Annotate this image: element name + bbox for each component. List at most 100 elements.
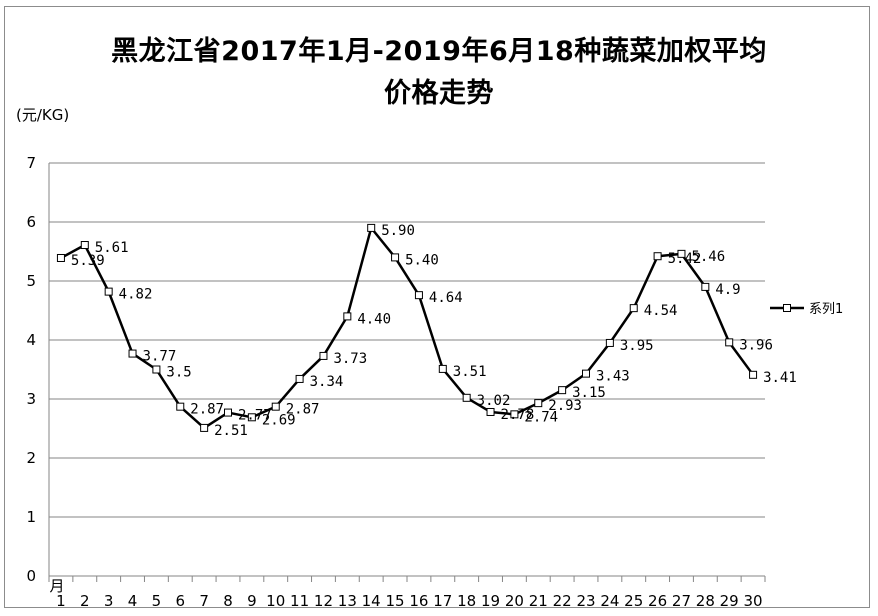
x-tick-label: 17 xyxy=(433,592,452,610)
y-tick-label: 0 xyxy=(26,567,36,585)
x-tick-label: 21 xyxy=(529,592,548,610)
x-tick-label: 19 xyxy=(481,592,500,610)
x-tick-label: 3 xyxy=(104,592,114,610)
x-tick-label: 28 xyxy=(696,592,715,610)
data-label: 3.34 xyxy=(310,374,344,390)
data-point xyxy=(749,370,758,379)
x-tick-label: 10 xyxy=(266,592,285,610)
chart-title-line2: 价格走势 xyxy=(384,78,494,109)
x-tick-label: 14 xyxy=(362,592,381,610)
x-tick-label: 22 xyxy=(553,592,572,610)
data-label: 5.46 xyxy=(691,249,725,265)
data-point xyxy=(486,407,495,416)
y-axis-label: (元/KG) xyxy=(16,106,70,124)
x-tick-label: 15 xyxy=(386,592,405,610)
x-tick-label: 29 xyxy=(720,592,739,610)
data-point xyxy=(176,402,185,411)
x-tick-label: 6 xyxy=(175,592,185,610)
data-label: 3.96 xyxy=(739,337,773,353)
data-point xyxy=(367,223,376,232)
y-tick-label: 2 xyxy=(26,449,36,467)
x-tick-label: 5 xyxy=(152,592,162,610)
data-point xyxy=(56,253,65,262)
legend-marker xyxy=(783,304,791,312)
data-label: 4.54 xyxy=(644,303,678,319)
x-tick-label: 13 xyxy=(338,592,357,610)
data-label: 5.90 xyxy=(381,223,415,239)
data-point xyxy=(653,252,662,261)
data-label: 4.40 xyxy=(357,311,391,327)
data-label: 5.42 xyxy=(668,251,702,267)
data-point xyxy=(605,338,614,347)
data-point xyxy=(247,413,256,422)
data-point xyxy=(582,369,590,378)
y-tick-label: 7 xyxy=(26,154,36,172)
data-label: 4.64 xyxy=(429,290,463,306)
series-line xyxy=(60,226,755,430)
x-tick-label: 1 xyxy=(56,592,66,610)
y-tick-label: 6 xyxy=(26,213,36,231)
x-tick-label: 27 xyxy=(672,592,691,610)
y-tick-label: 3 xyxy=(26,390,36,408)
data-label: 3.95 xyxy=(620,338,654,354)
data-label: 2.51 xyxy=(214,423,248,439)
x-tick-label: 26 xyxy=(648,592,667,610)
x-tick-label: 16 xyxy=(409,592,428,610)
x-tick-label: 11 xyxy=(290,592,309,610)
data-label: 2.87 xyxy=(286,402,320,418)
data-label: 3.02 xyxy=(477,393,511,409)
data-label: 3.41 xyxy=(763,370,797,386)
data-point xyxy=(200,423,209,432)
chart-frame xyxy=(4,6,870,608)
data-label: 2.87 xyxy=(190,402,224,418)
data-point xyxy=(295,374,304,383)
data-label: 2.93 xyxy=(548,398,582,414)
x-tick-label: 30 xyxy=(744,592,763,610)
data-label: 2.77 xyxy=(238,408,272,424)
data-label: 4.82 xyxy=(119,287,153,303)
data-label: 5.61 xyxy=(95,240,129,256)
data-label: 2.78 xyxy=(501,407,535,423)
data-point xyxy=(152,365,161,374)
data-point xyxy=(438,364,447,373)
x-tick-label: 2 xyxy=(80,592,90,610)
data-point xyxy=(462,393,471,402)
data-label: 5.40 xyxy=(405,252,439,268)
x-tick-label: 20 xyxy=(505,592,524,610)
data-point xyxy=(677,249,686,258)
x-tick-label: 23 xyxy=(576,592,595,610)
x-axis-label: 月 xyxy=(49,577,64,595)
data-label: 5.39 xyxy=(71,253,105,269)
x-tick-label: 24 xyxy=(600,592,619,610)
data-label: 4.9 xyxy=(715,282,740,298)
data-point xyxy=(391,253,400,262)
x-tick-label: 7 xyxy=(199,592,209,610)
data-label: 3.73 xyxy=(333,351,367,367)
data-point xyxy=(104,287,113,296)
data-point xyxy=(80,241,89,250)
data-label: 3.15 xyxy=(572,385,606,401)
chart-title: 黑龙江省2017年1月-2019年6月18种蔬菜加权平均 xyxy=(111,36,767,67)
data-point xyxy=(510,410,519,419)
y-tick-label: 4 xyxy=(26,331,36,349)
data-label: 2.74 xyxy=(524,409,558,425)
data-point xyxy=(128,349,137,358)
data-point xyxy=(343,312,352,321)
data-point xyxy=(629,304,638,313)
data-point xyxy=(558,386,567,395)
x-tick-label: 9 xyxy=(247,592,257,610)
data-label: 3.51 xyxy=(453,364,487,380)
y-tick-label: 1 xyxy=(26,508,36,526)
data-point xyxy=(701,282,710,291)
x-tick-label: 25 xyxy=(624,592,643,610)
data-point xyxy=(725,338,734,347)
data-label: 3.43 xyxy=(596,369,630,385)
x-tick-label: 4 xyxy=(128,592,138,610)
data-point xyxy=(414,291,423,300)
x-tick-label: 8 xyxy=(223,592,233,610)
y-tick-label: 5 xyxy=(26,272,36,290)
x-tick-label: 18 xyxy=(457,592,476,610)
data-label: 3.77 xyxy=(143,349,177,365)
data-point xyxy=(224,408,232,417)
